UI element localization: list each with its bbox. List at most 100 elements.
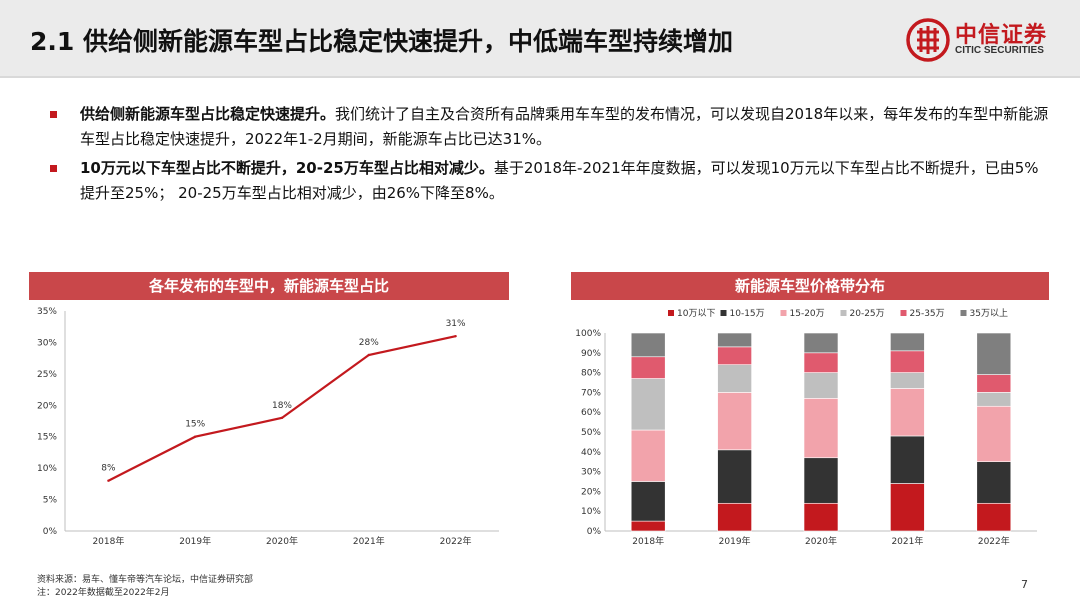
y-tick-label: 70%	[581, 388, 601, 398]
bar-segment	[890, 388, 925, 437]
bar-segment	[976, 332, 1012, 375]
x-tick-label: 2019年	[179, 535, 211, 547]
legend-item: 25-35万	[900, 309, 945, 319]
bar-segment	[803, 332, 839, 354]
nev-share-line-chart: 0% 5% 10% 15% 20% 25% 30% 35% 2018年 2019年 2020年 202…	[37, 307, 499, 547]
bar-segment	[717, 392, 752, 451]
y-tick-label: 30%	[37, 338, 57, 348]
data-point	[454, 334, 457, 338]
citic-logo: 中信证券 CITIC SECURITIES	[906, 14, 1066, 66]
y-tick-label: 30%	[581, 468, 601, 478]
data-label: 28%	[359, 338, 379, 348]
page-number: 7	[1021, 578, 1028, 591]
logo-english-name: CITIC SECURITIES	[955, 45, 1044, 56]
legend-item: 10万以下	[668, 309, 715, 319]
bar-segment	[890, 435, 925, 484]
bullet-square-icon	[50, 111, 57, 118]
legend-item: 15-20万	[780, 309, 825, 319]
x-tick-label: 2020年	[805, 535, 837, 547]
bar-segment	[890, 372, 925, 389]
y-tick-label: 35%	[37, 307, 57, 317]
y-tick-label: 25%	[37, 370, 57, 380]
bar-segment	[717, 332, 752, 348]
legend-swatch	[960, 310, 967, 316]
bar-segment	[890, 332, 925, 352]
bar-segment	[717, 346, 752, 365]
data-label: 18%	[272, 401, 292, 411]
legend-swatch	[668, 310, 674, 316]
x-tick-label: 2021年	[891, 535, 923, 547]
bullet-text: 基于2018年-2021年年度数据，可以发现10万元以下车型占比不断提升，已由5…	[80, 159, 1039, 202]
bar-segment	[630, 332, 666, 358]
bullet-text: 我们统计了自主及合资所有品牌乘用车车型的发布情况，可以发现自2018年以来，每年…	[80, 105, 1049, 148]
data-point	[194, 435, 197, 438]
source-note: 资料来源：易车、懂车帝等汽车论坛，中信证券研究部	[37, 575, 254, 585]
legend-label: 10-15万	[730, 309, 765, 319]
y-tick-label: 20%	[37, 401, 57, 411]
x-tick-label: 2019年	[719, 535, 751, 547]
y-tick-label: 60%	[581, 408, 601, 418]
bar-segment	[890, 483, 925, 532]
data-label: 31%	[446, 319, 466, 329]
x-tick-label: 2022年	[978, 535, 1010, 547]
logo-name: 中信证券	[955, 23, 1048, 48]
y-tick-label: 10%	[37, 464, 57, 474]
bar-segment	[630, 520, 666, 532]
y-tick-label: 80%	[581, 369, 601, 379]
citic-emblem-icon	[906, 18, 950, 62]
legend-label: 35万以上	[970, 308, 1008, 319]
x-tick-label: 2018年	[632, 535, 664, 547]
bar-chart-title: 新能源车型价格带分布	[571, 272, 1049, 300]
data-note: 注：2022年数据截至2022年2月	[37, 588, 170, 598]
bar-segment	[630, 378, 666, 431]
title-divider	[0, 76, 1080, 78]
x-tick-label: 2021年	[353, 535, 385, 547]
legend-label: 15-20万	[790, 309, 825, 319]
legend-label: 20-25万	[850, 309, 885, 319]
bullet-item: 供给侧新能源车型占比稳定快速提升。我们统计了自主及合资所有品牌乘用车车型的发布情…	[50, 102, 1050, 152]
y-tick-label: 15%	[37, 433, 57, 443]
data-point	[107, 479, 110, 482]
price-band-stacked-bar-chart: 10万以下 10-15万 15-20万 20-25万 25-35万 35万以上 0% 10% 2…	[575, 308, 1037, 547]
y-tick-label: 50%	[581, 428, 601, 438]
bar-segment	[630, 429, 666, 482]
y-tick-label: 40%	[581, 448, 601, 458]
legend-label: 25-35万	[910, 309, 945, 319]
bar-segment	[803, 457, 839, 504]
data-label: 8%	[101, 464, 116, 474]
bar-segment	[890, 350, 925, 373]
x-tick-label: 2020年	[266, 535, 298, 547]
y-tick-label: 90%	[581, 349, 601, 359]
legend-swatch	[840, 310, 847, 316]
bullet-list: 供给侧新能源车型占比稳定快速提升。我们统计了自主及合资所有品牌乘用车车型的发布情…	[50, 102, 1050, 210]
bar-segment	[717, 449, 752, 504]
data-point	[280, 416, 284, 420]
title-bar: 2.1 供给侧新能源车型占比稳定快速提升，中低端车型持续增加 中信证券 CITI…	[0, 0, 1080, 78]
legend-item: 35万以上	[960, 308, 1008, 319]
data-label: 15%	[185, 420, 205, 430]
y-tick-label: 0%	[43, 527, 58, 537]
y-tick-label: 0%	[587, 527, 602, 537]
y-tick-label: 20%	[581, 487, 601, 497]
page-title: 2.1 供给侧新能源车型占比稳定快速提升，中低端车型持续增加	[30, 27, 733, 56]
y-tick-label: 100%	[575, 329, 601, 339]
bar-segment	[717, 364, 752, 393]
bar-segment	[717, 502, 752, 532]
y-tick-label: 5%	[43, 496, 58, 506]
legend-item: 20-25万	[840, 309, 885, 319]
legend-swatch	[720, 310, 727, 316]
bullet-heading: 供给侧新能源车型占比稳定快速提升。	[80, 105, 336, 123]
bar-segment	[976, 392, 1012, 407]
x-tick-label: 2018年	[92, 535, 124, 547]
bar-segment	[803, 398, 839, 459]
bar-segment	[976, 461, 1012, 504]
bar-segment	[803, 502, 839, 532]
bar-segment	[630, 356, 666, 379]
bullet-heading: 10万元以下车型占比不断提升，20-25万车型占比相对减少。	[80, 159, 494, 177]
data-point	[367, 353, 370, 357]
legend-swatch	[780, 310, 787, 316]
bar-segment	[976, 502, 1012, 532]
bullet-square-icon	[50, 165, 57, 172]
legend-item: 10-15万	[720, 309, 765, 319]
line-chart-title: 各年发布的车型中，新能源车型占比	[29, 272, 509, 300]
